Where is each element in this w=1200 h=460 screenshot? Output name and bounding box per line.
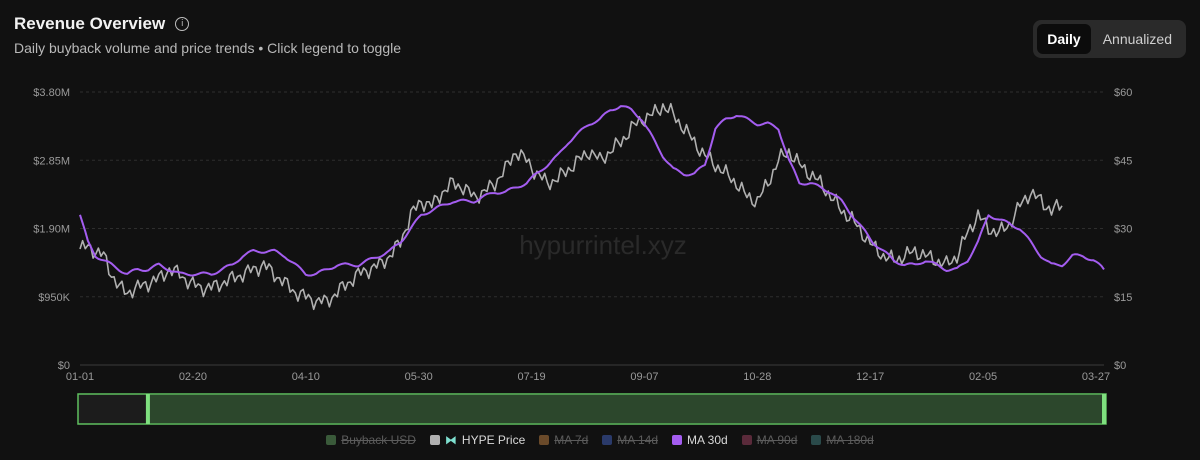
info-icon[interactable]: i xyxy=(175,17,190,31)
y-left-tick-label: $0 xyxy=(58,360,70,372)
y-left-tick-label: $1.90M xyxy=(33,224,70,236)
y-right-tick-label: $60 xyxy=(1114,87,1132,99)
range-brush-left-handle[interactable] xyxy=(145,394,150,424)
x-tick-label: 03-27 xyxy=(1082,371,1110,383)
x-tick-label: 02-05 xyxy=(969,371,997,383)
legend-label: MA 14d xyxy=(617,433,658,447)
legend-item-buyback-usd[interactable]: Buyback USD xyxy=(326,433,416,447)
legend-swatch xyxy=(429,435,440,445)
legend-label: HYPE Price xyxy=(461,433,526,447)
y-right-tick-label: $30 xyxy=(1114,224,1132,236)
chart-legend: Buyback USD ⧓ HYPE Price MA 7d MA 14d MA 30d M… xyxy=(0,433,1200,447)
x-tick-label: 09-07 xyxy=(630,371,658,383)
y-right-tick-label: $45 xyxy=(1114,155,1132,167)
chart-subtitle: Daily buyback volume and price trends • … xyxy=(14,40,401,56)
legend-item-ma-7d[interactable]: MA 7d xyxy=(539,433,588,447)
legend-item-ma-30d[interactable]: MA 30d xyxy=(672,433,728,447)
page-title: Revenue Overview xyxy=(14,14,166,33)
chart-title-row: Revenue Overview i xyxy=(14,14,190,34)
x-tick-label: 01-01 xyxy=(66,371,94,383)
series-line-hype-price[interactable] xyxy=(79,102,1063,311)
y-left-tick-label: $3.80M xyxy=(33,87,70,99)
y-left-tick-label: $2.85M xyxy=(33,155,70,167)
legend-item-ma-180d[interactable]: MA 180d xyxy=(811,433,874,447)
y-left-tick-label: $950K xyxy=(38,292,70,304)
y-right-tick-label: $15 xyxy=(1114,292,1132,304)
legend-label: Buyback USD xyxy=(341,433,416,447)
watermark: hypurrintel.xyz xyxy=(519,230,687,260)
view-toggle: Daily Annualized xyxy=(1033,20,1186,58)
toggle-annualized-button[interactable]: Annualized xyxy=(1102,31,1172,47)
legend-swatch xyxy=(741,435,752,445)
legend-swatch xyxy=(539,435,550,445)
hype-logo-icon: ⧓ xyxy=(444,433,457,447)
legend-label: MA 90d xyxy=(756,433,798,447)
legend-label: MA 30d xyxy=(687,433,728,447)
toggle-daily-button[interactable]: Daily xyxy=(1037,24,1091,54)
legend-item-ma-90d[interactable]: MA 90d xyxy=(741,433,798,447)
legend-swatch xyxy=(672,435,682,445)
legend-swatch xyxy=(326,435,337,445)
series-line-ma-30d[interactable] xyxy=(79,105,1105,277)
x-tick-label: 10-28 xyxy=(743,371,771,383)
y-right-tick-label: $0 xyxy=(1114,360,1126,372)
legend-item-hype-price[interactable]: ⧓ HYPE Price xyxy=(429,433,526,447)
legend-label: MA 7d xyxy=(554,433,589,447)
range-brush-right-handle[interactable] xyxy=(1102,394,1106,424)
legend-swatch xyxy=(811,435,822,445)
legend-label: MA 180d xyxy=(826,433,874,447)
x-tick-label: 04-10 xyxy=(292,371,320,383)
x-tick-label: 12-17 xyxy=(856,371,884,383)
x-tick-label: 02-20 xyxy=(179,371,207,383)
x-tick-label: 07-19 xyxy=(517,371,545,383)
revenue-chart: $0 $0 $950K $15 $1.90M $30 $2.85M $45 $3.80M $60 0… xyxy=(33,87,1132,425)
legend-swatch xyxy=(602,435,613,445)
range-brush-selection[interactable] xyxy=(147,395,1106,423)
legend-item-ma-14d[interactable]: MA 14d xyxy=(602,433,658,447)
x-tick-label: 05-30 xyxy=(405,371,433,383)
